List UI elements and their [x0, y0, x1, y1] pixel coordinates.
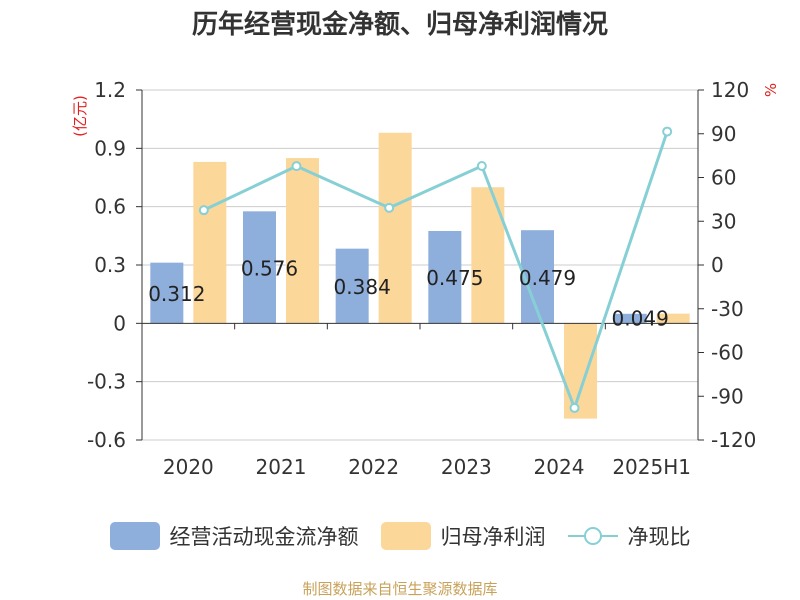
net-profit-bar	[286, 158, 319, 324]
ratio-point	[662, 126, 673, 137]
left-tick-label: -0.3	[87, 370, 126, 394]
left-tick-label: 0.9	[94, 136, 126, 160]
cash-flow-value-label: 0.312	[148, 282, 205, 306]
net-profit-bar	[193, 161, 227, 324]
legend-item-cash-flow[interactable]: 经营活动现金流净额	[109, 521, 359, 551]
ratio-line	[203, 131, 669, 413]
legend: 经营活动现金流净额 归母净利润 净现比	[0, 516, 800, 556]
cash-flow-value-label: 0.384	[334, 275, 391, 299]
bars	[150, 132, 690, 419]
cash-flow-bar	[428, 230, 462, 324]
right-tick-label: -90	[711, 384, 744, 408]
ratio-point	[569, 402, 580, 413]
ratio-line-layer	[198, 126, 673, 413]
axes: 1.2 0.9 0.6 0.3 0 -0.3 -0.6 120 90 60 30 0 -30 -60 -90…	[87, 78, 756, 479]
cash-flow-value-label: 0.475	[426, 266, 483, 290]
net-profit-bar	[656, 313, 690, 324]
right-tick-label: 30	[711, 209, 736, 233]
left-tick-label: 1.2	[94, 78, 126, 102]
ratio-point	[384, 202, 395, 213]
category-label: 2025H1	[612, 455, 691, 479]
cash-flow-bar	[613, 313, 647, 324]
ratio-point	[476, 160, 487, 171]
left-axis-unit: (亿元)	[71, 95, 89, 137]
legend-item-ratio[interactable]: 净现比	[567, 521, 691, 551]
cash-flow-value-label: 0.049	[612, 306, 669, 330]
legend-label-cash-flow: 经营活动现金流净额	[169, 525, 359, 549]
right-tick-label: -120	[711, 428, 756, 452]
right-tick-label: -30	[711, 297, 744, 321]
right-tick-label: 90	[711, 122, 736, 146]
net-profit-swatch	[380, 522, 431, 550]
category-label: 2023	[441, 455, 492, 479]
cash-flow-bar	[335, 248, 369, 324]
cash-flow-bar	[150, 262, 184, 324]
chart-title: 历年经营现金净额、归母净利润情况	[191, 10, 608, 40]
grid-lines	[142, 89, 698, 441]
category-label: 2021	[256, 455, 307, 479]
left-tick-label: -0.6	[87, 428, 126, 452]
legend-label-ratio: 净现比	[627, 525, 691, 549]
left-tick-label: 0	[113, 311, 126, 335]
cash-flow-swatch	[109, 522, 160, 550]
legend-label-net-profit: 归母净利润	[440, 525, 546, 549]
net-profit-bar	[564, 323, 597, 419]
ratio-point	[291, 161, 302, 172]
left-tick-label: 0.6	[94, 195, 126, 219]
category-label: 2022	[348, 455, 399, 479]
right-tick-label: -60	[711, 341, 744, 365]
right-tick-label: 60	[711, 166, 736, 190]
left-tick-label: 0.3	[94, 253, 126, 277]
data-labels: 0.312 0.576 0.384 0.475 0.479 0.049	[148, 256, 669, 330]
cash-flow-value-label: 0.479	[519, 266, 576, 290]
ratio-point	[198, 205, 209, 216]
combo-chart: 1.2 0.9 0.6 0.3 0 -0.3 -0.6 120 90 60 30 0 -30 -60 -90…	[71, 78, 780, 479]
right-tick-label: 0	[711, 253, 724, 277]
cash-flow-bar	[243, 211, 276, 324]
source-note: 制图数据来自恒生聚源数据库	[302, 580, 498, 598]
cash-flow-value-label: 0.576	[241, 256, 298, 280]
category-label: 2020	[163, 455, 214, 479]
legend-item-net-profit[interactable]: 归母净利润	[380, 521, 546, 551]
ratio-line-swatch-icon	[567, 527, 618, 545]
right-axis-unit: %	[762, 83, 780, 97]
right-tick-label: 120	[711, 78, 749, 102]
category-label: 2024	[534, 455, 585, 479]
net-profit-bar	[378, 132, 412, 324]
